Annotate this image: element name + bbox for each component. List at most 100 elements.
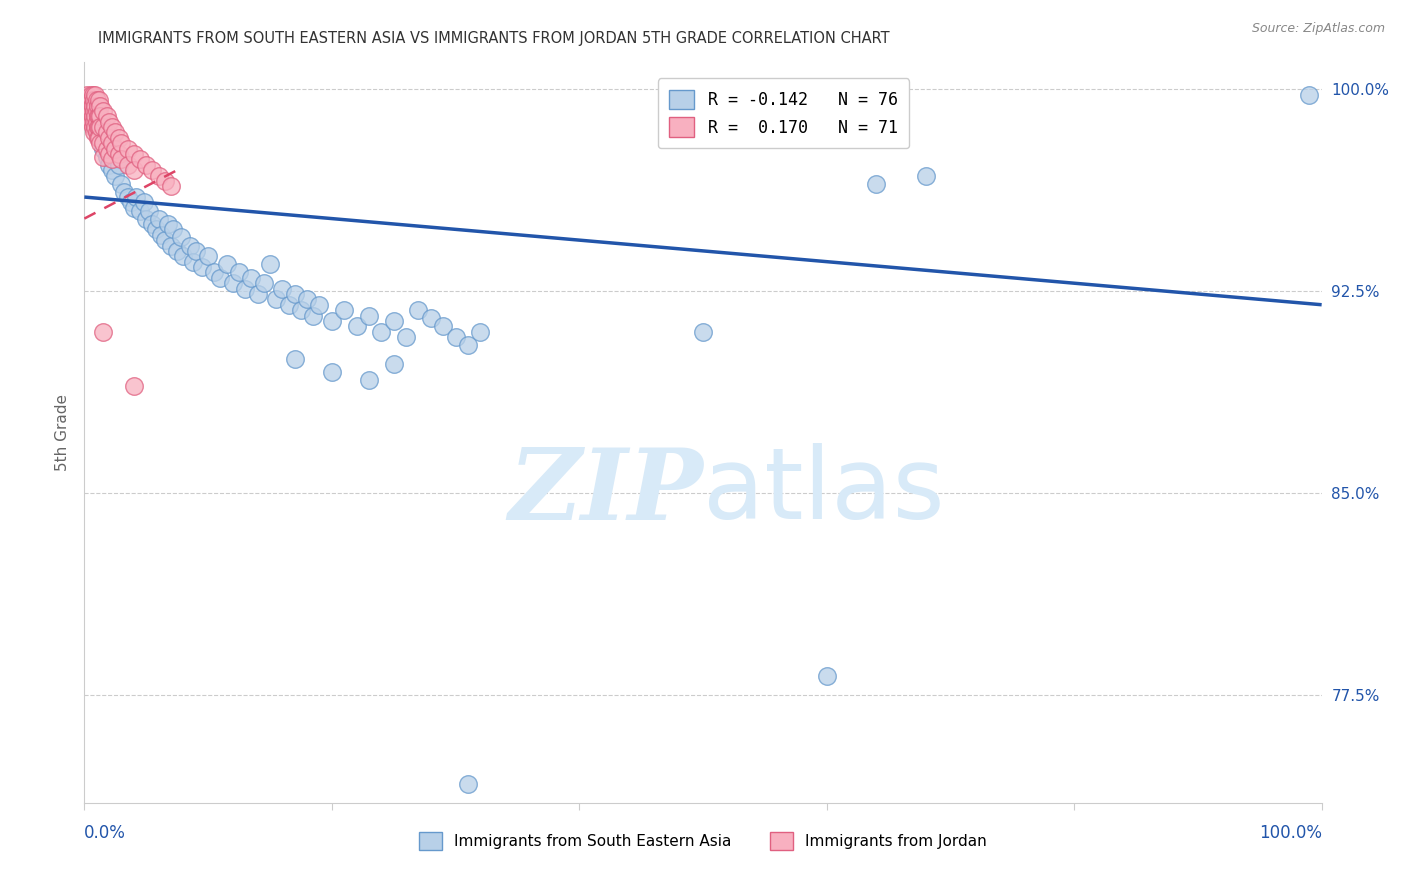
Point <box>166 244 188 258</box>
Point <box>100 163 122 178</box>
Point <box>82 120 104 134</box>
Point <box>80 98 103 112</box>
Point <box>89 131 111 145</box>
Point <box>117 142 139 156</box>
Point <box>148 211 170 226</box>
Point <box>259 257 281 271</box>
Point <box>83 93 105 107</box>
Point <box>209 270 232 285</box>
Point <box>89 109 111 123</box>
Point <box>129 203 152 218</box>
Point <box>914 169 936 183</box>
Point <box>145 222 167 236</box>
Point <box>96 125 118 139</box>
Point <box>91 150 114 164</box>
Point <box>184 244 207 258</box>
Point <box>295 293 318 307</box>
Point <box>162 222 184 236</box>
Point <box>179 238 201 252</box>
Point <box>419 311 441 326</box>
Point <box>79 114 101 128</box>
Point <box>264 293 287 307</box>
Point <box>86 93 108 107</box>
Point <box>122 163 145 178</box>
Point <box>89 109 111 123</box>
Point <box>80 93 103 107</box>
Point <box>87 120 110 134</box>
Point <box>89 98 111 112</box>
Point <box>79 109 101 123</box>
Point <box>370 325 392 339</box>
Point <box>444 330 467 344</box>
Text: 0.0%: 0.0% <box>84 824 127 842</box>
Point <box>157 217 180 231</box>
Point <box>240 270 263 285</box>
Point <box>432 319 454 334</box>
Point <box>457 338 479 352</box>
Point <box>284 287 307 301</box>
Point <box>357 373 380 387</box>
Point <box>153 174 176 188</box>
Point <box>83 125 105 139</box>
Point <box>110 177 132 191</box>
Text: IMMIGRANTS FROM SOUTH EASTERN ASIA VS IMMIGRANTS FROM JORDAN 5TH GRADE CORRELATI: IMMIGRANTS FROM SOUTH EASTERN ASIA VS IM… <box>98 31 890 46</box>
Point <box>153 233 176 247</box>
Point <box>141 163 163 178</box>
Point <box>98 158 121 172</box>
Point <box>117 158 139 172</box>
Point <box>89 136 111 151</box>
Point <box>202 265 225 279</box>
Point <box>1298 87 1320 102</box>
Point <box>82 87 104 102</box>
Point <box>83 114 105 128</box>
Point <box>457 777 479 791</box>
Point <box>284 351 307 366</box>
Legend: Immigrants from South Eastern Asia, Immigrants from Jordan: Immigrants from South Eastern Asia, Immi… <box>406 820 1000 862</box>
Point <box>83 109 105 123</box>
Point <box>84 120 107 134</box>
Point <box>170 230 193 244</box>
Point <box>89 120 111 134</box>
Point <box>135 158 157 172</box>
Point <box>87 131 110 145</box>
Point <box>346 319 368 334</box>
Point <box>98 114 121 128</box>
Point <box>86 125 108 139</box>
Point <box>150 227 173 242</box>
Point <box>191 260 214 274</box>
Point <box>104 125 127 139</box>
Point <box>228 265 250 279</box>
Point <box>865 177 887 191</box>
Point <box>277 298 299 312</box>
Point <box>91 136 114 151</box>
Point <box>108 158 131 172</box>
Point <box>108 147 131 161</box>
Point <box>100 120 122 134</box>
Point <box>197 249 219 263</box>
Point <box>86 114 108 128</box>
Point <box>122 147 145 161</box>
Point <box>96 142 118 156</box>
Point <box>108 131 131 145</box>
Point <box>87 98 110 112</box>
Point <box>302 309 325 323</box>
Point <box>104 142 127 156</box>
Point <box>87 109 110 123</box>
Text: 100.0%: 100.0% <box>1258 824 1322 842</box>
Point <box>89 131 111 145</box>
Point <box>395 330 418 344</box>
Point <box>89 120 111 134</box>
Point <box>172 249 194 263</box>
Point <box>117 190 139 204</box>
Point <box>91 142 114 156</box>
Point <box>408 303 430 318</box>
Point <box>382 314 405 328</box>
Point <box>122 378 145 392</box>
Point <box>91 120 114 134</box>
Point <box>77 93 100 107</box>
Point <box>82 109 104 123</box>
Point <box>79 93 101 107</box>
Point <box>110 153 132 167</box>
Point <box>86 122 108 136</box>
Point <box>122 201 145 215</box>
